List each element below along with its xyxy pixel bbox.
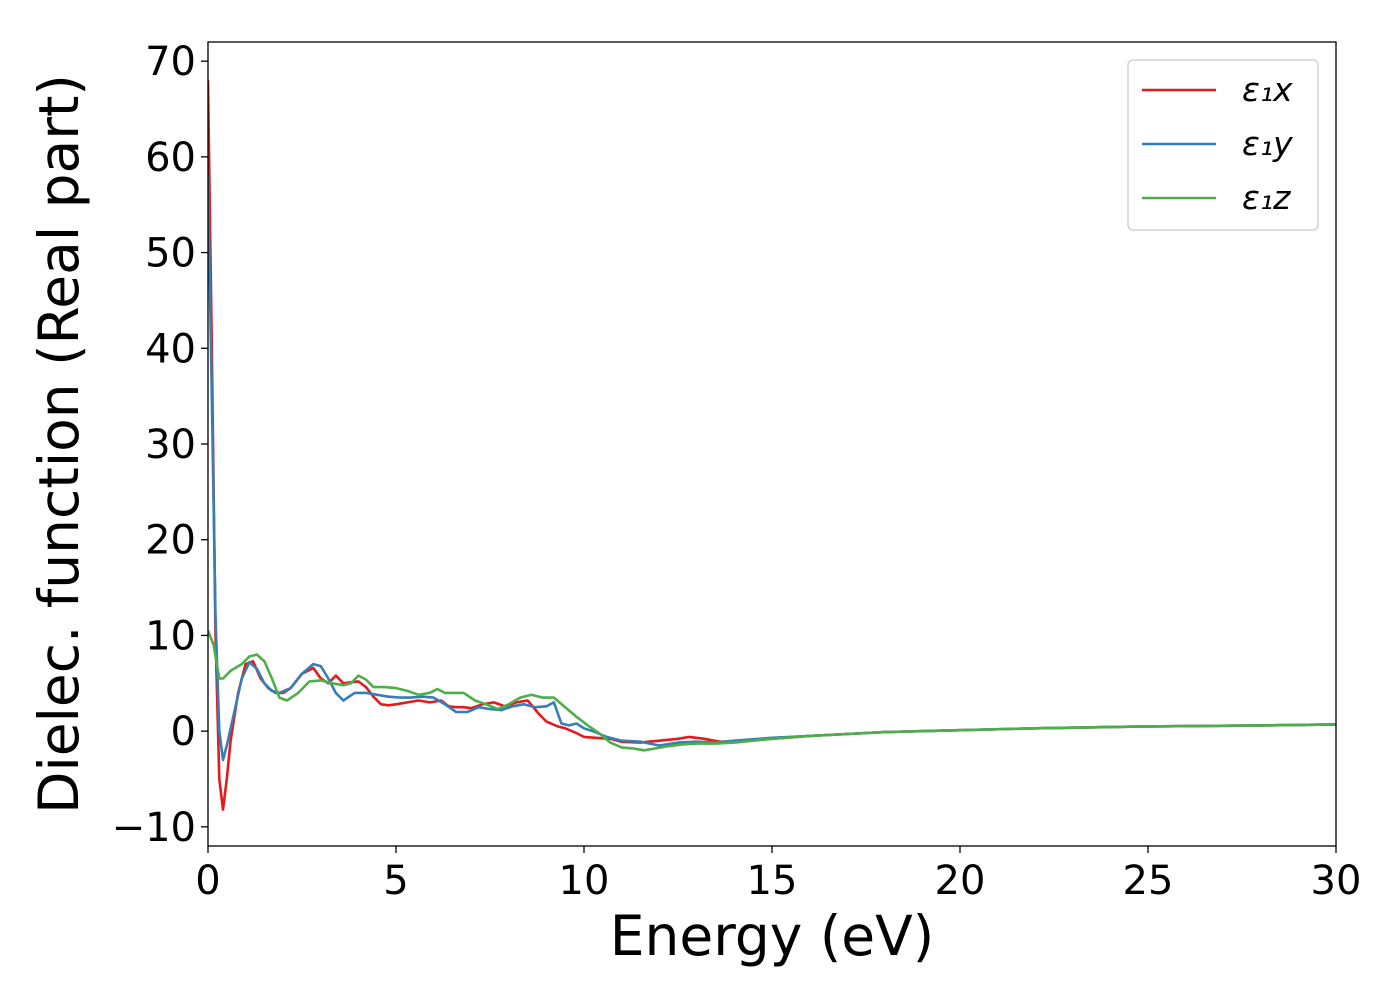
y-tick-label: 20 — [145, 518, 196, 564]
y-tick-label: 70 — [145, 39, 196, 85]
x-tick-label: 15 — [747, 858, 798, 904]
x-tick-label: 0 — [195, 858, 220, 904]
series-line-3 — [208, 630, 1336, 752]
x-tick-label: 20 — [935, 858, 986, 904]
y-tick-label: 50 — [145, 231, 196, 277]
x-tick-label: 10 — [559, 858, 610, 904]
legend-label-3: ε₁z — [1242, 178, 1291, 217]
y-tick-label: 10 — [145, 613, 196, 659]
x-tick-label: 30 — [1311, 858, 1362, 904]
x-axis-ticks: 0 5 10 15 20 25 30 — [195, 846, 1361, 904]
y-axis-ticks: −10 0 10 20 30 40 50 60 70 — [112, 39, 208, 851]
legend-label-1: ε₁x — [1242, 70, 1293, 109]
legend-box — [1127, 59, 1319, 231]
y-axis-label: Dielec. function (Real part) — [27, 74, 91, 814]
y-tick-label: 0 — [171, 709, 196, 755]
y-tick-label: 60 — [145, 135, 196, 181]
x-axis-label: Energy (eV) — [610, 904, 934, 968]
legend-label-2: ε₁y — [1242, 124, 1293, 163]
series-line-2 — [208, 175, 1336, 762]
legend: ε₁x ε₁y ε₁z — [1127, 59, 1319, 231]
y-tick-label: −10 — [112, 805, 196, 851]
series-lines — [208, 80, 1336, 811]
x-tick-label: 5 — [383, 858, 408, 904]
y-tick-label: 40 — [145, 326, 196, 372]
x-tick-label: 25 — [1123, 858, 1174, 904]
y-tick-label: 30 — [145, 422, 196, 468]
